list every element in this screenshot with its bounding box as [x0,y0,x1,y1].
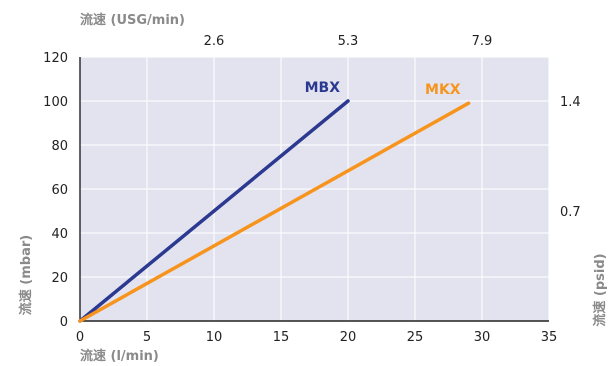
x-tick-label: 25 [407,330,424,345]
x-tick-label: 35 [541,330,558,345]
series-label-mbx: MBX [305,80,341,96]
y-tick-label: 20 [51,271,68,286]
x-tick-label: 15 [273,330,290,345]
x-tick-label: 5 [143,330,151,345]
x-axis-title: 流速 (l/min) [80,348,159,364]
y-tick-label: 60 [51,183,68,198]
right-y-tick-label: 1.4 [560,95,581,110]
top-x-axis-title: 流速 (USG/min) [80,12,185,28]
y-tick-label: 80 [51,139,68,154]
series-line-mkx [78,101,471,323]
x-tick-label: 20 [340,330,357,345]
series-layer: MBX MKX [78,80,471,323]
top-x-tick-label: 2.6 [204,34,225,49]
axis-titles: 流速 (l/min) 流速 (USG/min) 流速 (mbar) 流速 (ps… [18,12,608,364]
top-x-tick-label: 5.3 [338,34,359,49]
x-tick-label: 30 [474,330,491,345]
y-tick-label: 40 [51,227,68,242]
series-label-mkx: MKX [425,82,461,98]
x-tick-label: 10 [206,330,223,345]
series-line-mbx [78,99,350,323]
right-y-tick-label: 0.7 [560,205,581,220]
y-tick-label: 120 [43,51,68,66]
right-y-axis-title: 流速 (psid) [592,253,608,326]
y-tick-label: 100 [43,95,68,110]
x-tick-label: 0 [76,330,84,345]
y-tick-label: 0 [60,315,68,330]
top-x-tick-label: 7.9 [472,34,493,49]
y-axis-title: 流速 (mbar) [18,235,34,315]
tick-labels: 0 5 10 15 20 25 30 35 0 20 40 60 80 100 120 2.6 5.3 7.9 1.… [43,34,581,345]
